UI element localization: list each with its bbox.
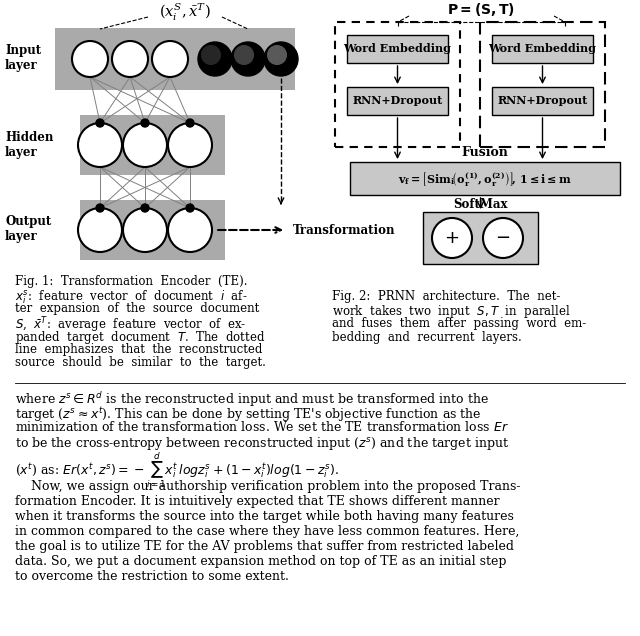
Text: RNN+Dropout: RNN+Dropout xyxy=(497,95,588,106)
Text: +: + xyxy=(445,229,460,247)
Text: $\mathbf{P = (S,T)}$: $\mathbf{P = (S,T)}$ xyxy=(447,1,515,18)
Text: Hidden
layer: Hidden layer xyxy=(5,131,53,159)
Text: SoftMax: SoftMax xyxy=(453,198,508,211)
Circle shape xyxy=(231,42,265,76)
Text: target ($z^s \approx x^t$). This can be done by setting TE's objective function : target ($z^s \approx x^t$). This can be … xyxy=(15,405,482,424)
Text: Word Embedding: Word Embedding xyxy=(344,43,451,55)
Text: $x_i^s$:  feature  vector  of  document  $i$  af-: $x_i^s$: feature vector of document $i$ … xyxy=(15,289,248,306)
Text: to be the cross-entropy between reconstructed input ($z^s$) and the target input: to be the cross-entropy between reconstr… xyxy=(15,435,509,452)
Bar xyxy=(347,87,448,115)
Text: where $z^s \in R^d$ is the reconstructed input and must be transformed into the: where $z^s \in R^d$ is the reconstructed… xyxy=(15,390,489,409)
Text: in common compared to the case where they have less common features. Here,: in common compared to the case where the… xyxy=(15,525,520,538)
Circle shape xyxy=(186,119,194,127)
Text: ($x^t$) as: $Er(x^t, z^s) = -\sum_{i=1}^{d} x_i^t\!\ logz_i^s + (1 - x_i^t)log(1: ($x^t$) as: $Er(x^t, z^s) = -\sum_{i=1}^… xyxy=(15,450,339,490)
Circle shape xyxy=(264,42,298,76)
Text: $S$,  $\bar{x}^T$:  average  feature  vector  of  ex-: $S$, $\bar{x}^T$: average feature vector… xyxy=(15,315,246,335)
Text: panded  target  document  $T$.  The  dotted: panded target document $T$. The dotted xyxy=(15,329,266,346)
Circle shape xyxy=(235,46,253,64)
Text: Input
layer: Input layer xyxy=(5,44,41,72)
Text: formation Encoder. It is intuitively expected that TE shows different manner: formation Encoder. It is intuitively exp… xyxy=(15,495,500,508)
Bar xyxy=(350,162,620,195)
Circle shape xyxy=(152,41,188,77)
Text: Fusion: Fusion xyxy=(461,146,508,158)
Bar xyxy=(80,115,225,175)
Circle shape xyxy=(141,119,149,127)
Text: RNN+Dropout: RNN+Dropout xyxy=(353,95,443,106)
Circle shape xyxy=(78,123,122,167)
Text: the goal is to utilize TE for the AV problems that suffer from restricted labele: the goal is to utilize TE for the AV pro… xyxy=(15,540,514,553)
Text: work  takes  two  input  $S, T$  in  parallel: work takes two input $S, T$ in parallel xyxy=(332,303,570,321)
Text: source  should  be  similar  to  the  target.: source should be similar to the target. xyxy=(15,356,266,369)
Text: minimization of the transformation loss. We set the TE transformation loss $Er$: minimization of the transformation loss.… xyxy=(15,420,509,434)
Circle shape xyxy=(96,204,104,212)
Circle shape xyxy=(483,218,523,258)
Circle shape xyxy=(123,208,167,252)
Circle shape xyxy=(198,42,232,76)
Circle shape xyxy=(96,119,104,127)
Text: to overcome the restriction to some extent.: to overcome the restriction to some exte… xyxy=(15,570,289,583)
Text: $\mathit{(x_i^S, \bar{x}^T)}$: $\mathit{(x_i^S, \bar{x}^T)}$ xyxy=(159,1,211,23)
Bar xyxy=(492,35,593,63)
Circle shape xyxy=(141,204,149,212)
Circle shape xyxy=(78,208,122,252)
FancyBboxPatch shape xyxy=(480,22,605,147)
Text: ter  expansion  of  the  source  document: ter expansion of the source document xyxy=(15,302,259,315)
Bar xyxy=(55,28,295,90)
Text: when it transforms the source into the target while both having many features: when it transforms the source into the t… xyxy=(15,510,514,523)
FancyBboxPatch shape xyxy=(335,22,460,147)
Circle shape xyxy=(202,46,220,64)
Text: Fig. 1:  Transformation  Encoder  (TE).: Fig. 1: Transformation Encoder (TE). xyxy=(15,275,248,288)
Text: and  fuses  them  after  passing  word  em-: and fuses them after passing word em- xyxy=(332,317,586,330)
Bar xyxy=(423,212,538,264)
Circle shape xyxy=(112,41,148,77)
Circle shape xyxy=(123,123,167,167)
Bar xyxy=(347,35,448,63)
Circle shape xyxy=(186,204,194,212)
Circle shape xyxy=(268,46,286,64)
Text: $\mathbf{v_f = \left[Sim_i\!\left(o_r^{(1)}, o_r^{(2)}\right)\right]\!,\, 1 \leq: $\mathbf{v_f = \left[Sim_i\!\left(o_r^{(… xyxy=(398,170,572,188)
Text: bedding  and  recurrent  layers.: bedding and recurrent layers. xyxy=(332,331,522,343)
Text: Now, we assign our authorship verification problem into the proposed Trans-: Now, we assign our authorship verificati… xyxy=(15,480,520,493)
Circle shape xyxy=(432,218,472,258)
Text: Transformation: Transformation xyxy=(293,223,396,237)
Text: Fig. 2:  PRNN  architecture.  The  net-: Fig. 2: PRNN architecture. The net- xyxy=(332,290,561,303)
Text: Output
layer: Output layer xyxy=(5,215,51,243)
Circle shape xyxy=(72,41,108,77)
Circle shape xyxy=(168,123,212,167)
Text: data. So, we put a document expansion method on top of TE as an initial step: data. So, we put a document expansion me… xyxy=(15,555,506,568)
Text: Word Embedding: Word Embedding xyxy=(488,43,596,55)
Bar xyxy=(80,200,225,260)
Bar xyxy=(492,87,593,115)
Text: line  emphasizes  that  the  reconstructed: line emphasizes that the reconstructed xyxy=(15,343,262,356)
Circle shape xyxy=(168,208,212,252)
Text: −: − xyxy=(495,229,511,247)
